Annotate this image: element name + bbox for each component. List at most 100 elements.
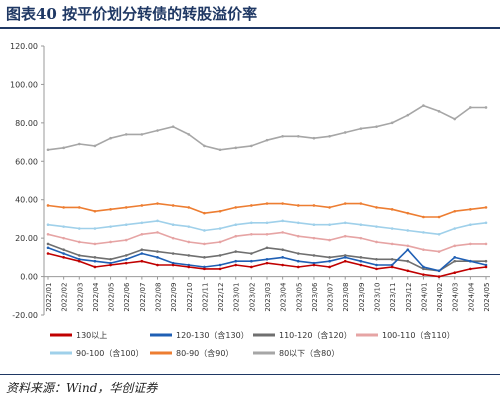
series-1-point	[124, 261, 128, 265]
series-5-point	[437, 233, 441, 236]
series-1-point	[156, 263, 159, 267]
series-6-point	[484, 206, 488, 209]
series-5-point	[234, 223, 238, 226]
series-7-point	[124, 133, 128, 136]
series-1-point	[390, 265, 394, 269]
series-1-point	[46, 252, 50, 255]
series-3-point	[281, 248, 284, 251]
series-1-point	[422, 273, 425, 276]
x-tick-label: 2023/07	[327, 283, 335, 312]
series-3-point	[218, 254, 222, 257]
y-tick-label: 60.00	[15, 157, 38, 166]
legend-label-7: 80以下（含80）	[279, 348, 339, 358]
series-7-point	[296, 135, 300, 138]
series-4-point	[234, 234, 238, 238]
series-1-point	[218, 267, 222, 271]
series-1-point	[406, 269, 410, 273]
chart-title: 图表40 按平价划分转债的转股溢价率	[6, 5, 258, 23]
series-6-point	[250, 204, 253, 207]
series-6-point	[343, 202, 347, 205]
series-6-point	[62, 206, 65, 209]
series-7-point	[250, 144, 253, 148]
series-3-point	[171, 252, 175, 255]
series-7-point	[265, 138, 269, 142]
series-6-point	[437, 215, 441, 219]
series-5-point	[156, 219, 159, 223]
series-7-point	[359, 127, 363, 130]
series-2-point	[187, 263, 191, 267]
x-tick-label: 2023/01	[233, 283, 241, 312]
series-2-point	[265, 257, 269, 261]
y-tick-label: 80.00	[15, 119, 38, 128]
series-2-point	[250, 259, 253, 263]
series-5-point	[375, 225, 378, 228]
series-4-point	[343, 234, 347, 238]
series-5-point	[469, 223, 472, 226]
series-7-point	[437, 110, 441, 113]
series-1-point	[296, 265, 300, 269]
series-6-point	[109, 208, 112, 211]
series-4-point	[124, 238, 128, 242]
series-2-point	[359, 259, 363, 263]
source-note: 资料来源：Wind，华创证券	[6, 381, 158, 395]
series-6-point	[156, 202, 159, 205]
series-3-point	[250, 252, 253, 255]
series-7-point	[77, 142, 81, 146]
series-1-point	[265, 261, 269, 265]
series-4-point	[375, 240, 378, 244]
series-6-point	[140, 204, 144, 207]
legend-label-3: 110-120（含120）	[279, 330, 352, 340]
series-7-point	[343, 131, 347, 134]
series-2-point	[469, 259, 472, 263]
series-2-point	[296, 259, 300, 263]
series-4-point	[93, 242, 97, 246]
series-6-point	[453, 209, 457, 213]
x-tick-label: 2023/08	[342, 283, 350, 312]
series-3-point	[375, 257, 378, 261]
series-3-point	[328, 256, 331, 259]
series-6-point	[312, 204, 316, 207]
series-5-point	[62, 225, 65, 228]
x-tick-label: 2024/05	[483, 283, 491, 312]
series-2-point	[437, 269, 441, 273]
series-7-point	[328, 135, 331, 138]
series-1-point	[109, 263, 112, 267]
series-7-point	[46, 148, 50, 152]
series-4-point	[171, 236, 175, 240]
series-6-point	[124, 206, 128, 209]
series-1-point	[234, 263, 238, 267]
series-7-point	[453, 117, 457, 121]
series-6-point	[234, 206, 238, 209]
series-2-point	[77, 257, 81, 261]
series-7-point	[171, 125, 175, 128]
series-line-7	[47, 104, 486, 151]
series-4-point	[250, 233, 253, 236]
series-2-point	[140, 252, 144, 255]
y-tick-label: 100.00	[10, 80, 38, 89]
x-tick-label: 2024/03	[452, 283, 460, 312]
x-tick-label: 2022/11	[201, 283, 209, 312]
series-2-point	[62, 252, 65, 255]
series-3-point	[109, 257, 112, 261]
series-4-point	[296, 234, 300, 238]
series-3-point	[422, 267, 425, 271]
series-1-point	[328, 265, 331, 269]
series-1-point	[187, 265, 191, 269]
series-6-point	[187, 206, 191, 209]
x-tick-label: 2022/07	[139, 283, 147, 312]
series-3-point	[453, 259, 457, 263]
series-7-point	[218, 148, 222, 152]
series-6-point	[281, 202, 284, 205]
series-5-point	[343, 221, 347, 225]
series-5-point	[453, 227, 457, 230]
series-5-point	[93, 227, 97, 230]
series-1-point	[77, 259, 81, 263]
legend-label-6: 80-90（含90）	[176, 348, 233, 358]
series-7-point	[312, 136, 316, 140]
x-tick-label: 2022/10	[186, 283, 194, 312]
series-4-point	[328, 238, 331, 242]
series-2-point	[203, 265, 206, 269]
x-tick-label: 2024/01	[420, 283, 428, 312]
series-1-point	[484, 265, 488, 269]
x-tick-label: 2024/02	[436, 283, 444, 312]
